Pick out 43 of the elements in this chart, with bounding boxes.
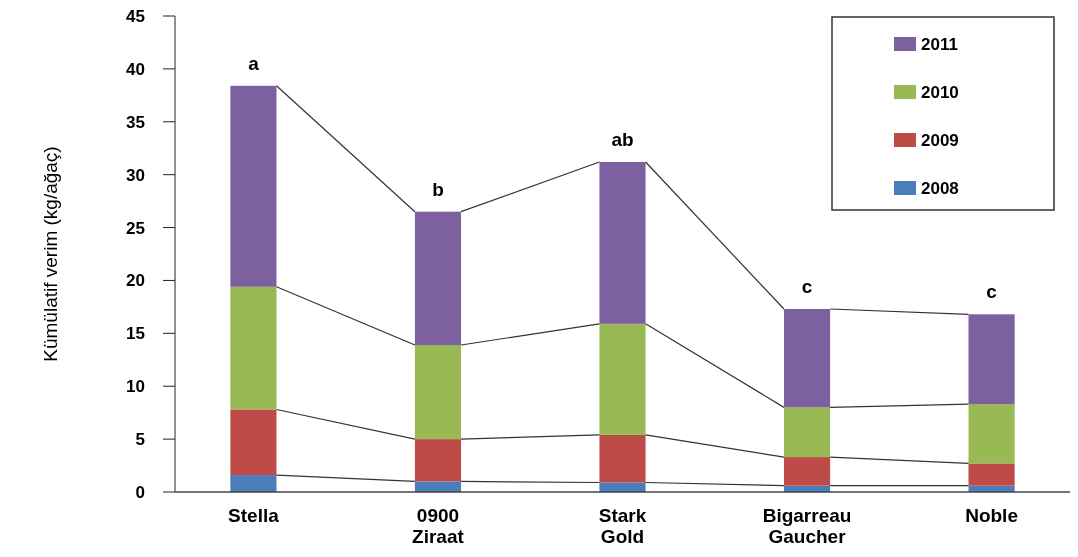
- annotation: ab: [611, 128, 634, 150]
- legend-label: 2008: [921, 178, 959, 198]
- y-tick-label: 35: [126, 112, 145, 132]
- legend-label: 2009: [921, 130, 959, 150]
- y-tick-label: 45: [126, 6, 145, 26]
- bar: [414, 344, 462, 440]
- bar: [599, 323, 646, 435]
- bar: [414, 439, 462, 482]
- bar: [599, 482, 646, 492]
- annotation: a: [248, 52, 260, 74]
- legend-label: 2010: [921, 82, 959, 102]
- bar: [230, 85, 277, 287]
- y-tick-label: 25: [126, 218, 145, 238]
- annotation: b: [432, 178, 444, 200]
- y-axis-title: Kümülatif verim (kg/ağaç): [39, 146, 61, 362]
- bar: [968, 404, 1015, 464]
- bar: [968, 463, 1015, 486]
- x-tick-label: Stella: [228, 505, 280, 526]
- bar: [230, 409, 277, 476]
- x-tick-label: Bigarreau Gaucher: [762, 505, 852, 547]
- y-tick-label: 0: [135, 482, 145, 502]
- bar: [599, 434, 646, 483]
- y-tick-label: 40: [126, 59, 145, 79]
- x-tick-label: Noble: [965, 505, 1018, 526]
- bar: [783, 309, 831, 408]
- bar: [968, 314, 1015, 405]
- bar: [599, 161, 646, 324]
- bar: [230, 475, 277, 492]
- x-tick-label: 0900 Ziraat: [412, 505, 465, 547]
- bar: [230, 286, 277, 410]
- y-tick-label: 20: [126, 271, 145, 291]
- y-tick-label: 30: [126, 165, 145, 185]
- bar: [783, 407, 831, 458]
- bar: [414, 481, 462, 492]
- y-tick-label: 10: [126, 377, 145, 397]
- y-tick-label: 5: [135, 430, 145, 450]
- annotation: c: [801, 276, 813, 297]
- x-tick-label: Stark Gold: [598, 505, 647, 547]
- bar: [783, 457, 831, 486]
- legend-label: 2011: [921, 34, 958, 54]
- y-tick-label: 15: [126, 324, 145, 344]
- annotation: c: [986, 281, 998, 303]
- bar: [414, 211, 462, 345]
